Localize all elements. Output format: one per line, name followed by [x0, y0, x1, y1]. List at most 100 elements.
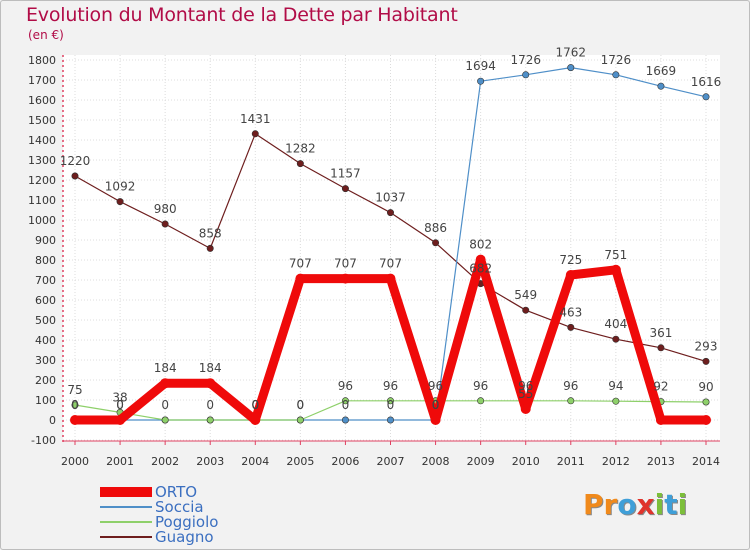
y-tick-label: 1800 [28, 54, 56, 67]
x-tick-label: 2010 [512, 455, 540, 468]
y-tick-label: 400 [35, 334, 56, 347]
point-guagno [612, 335, 620, 343]
point-orto [385, 273, 396, 284]
data-label-guagno: 858 [199, 226, 222, 240]
y-tick-label: 100 [35, 394, 56, 407]
data-label-poggiolo: 94 [608, 379, 623, 393]
data-label-orto: 725 [559, 253, 582, 267]
data-label-orto: 55 [518, 387, 533, 401]
legend-label: Guagno [155, 528, 214, 546]
point-orto [250, 415, 261, 425]
axes: -100010020030040050060070080090010001100… [28, 54, 720, 468]
data-label-orto: 751 [604, 248, 627, 262]
data-label-orto: 0 [251, 398, 259, 412]
data-label-poggiolo: 0 [161, 398, 169, 412]
logo-letter: t [664, 488, 678, 521]
x-tick-label: 2012 [602, 455, 630, 468]
data-label-guagno: 1431 [240, 112, 271, 126]
point-guagno [702, 357, 710, 365]
data-label-poggiolo: 75 [67, 383, 82, 397]
logo-letter: i [677, 488, 688, 521]
point-soccia [477, 77, 485, 85]
point-orto [701, 415, 711, 425]
y-tick-label: 1700 [28, 74, 56, 87]
point-poggiolo [612, 397, 620, 405]
data-label-poggiolo: 96 [563, 379, 578, 393]
chart-title: Evolution du Montant de la Dette par Hab… [26, 4, 458, 26]
y-tick-label: -100 [31, 434, 56, 447]
data-label-orto: 707 [379, 257, 402, 271]
point-poggiolo [567, 397, 575, 405]
data-label-guagno: 1037 [375, 191, 406, 205]
point-orto [475, 254, 486, 265]
y-tick-label: 700 [35, 274, 56, 287]
point-orto [610, 264, 621, 275]
data-label-guagno: 1157 [330, 167, 361, 181]
x-tick-label: 2014 [692, 455, 720, 468]
point-guagno [296, 160, 304, 168]
plot-area [63, 55, 720, 441]
point-poggiolo [477, 397, 485, 405]
data-label-guagno: 980 [154, 202, 177, 216]
legend-label: ORTO [155, 483, 198, 501]
data-label-guagno: 361 [649, 326, 672, 340]
y-tick-label: 1200 [28, 174, 56, 187]
data-label-guagno: 1092 [105, 180, 136, 194]
y-tick-label: 1600 [28, 94, 56, 107]
data-label-soccia: 0 [387, 398, 395, 412]
data-label-guagno: 1282 [285, 142, 316, 156]
data-label-poggiolo: 96 [338, 379, 353, 393]
point-guagno [432, 239, 440, 247]
data-label-orto: 0 [432, 398, 440, 412]
x-tick-label: 2003 [196, 455, 224, 468]
data-label-orto: 707 [334, 257, 357, 271]
legend-item-poggiolo: Poggiolo [100, 513, 218, 531]
point-orto [565, 270, 576, 280]
logo-letter: P [583, 488, 604, 521]
data-label-guagno: 682 [469, 262, 492, 276]
point-poggiolo [386, 397, 394, 405]
grid [63, 55, 720, 441]
point-orto [655, 415, 666, 425]
data-label-guagno: 404 [604, 317, 627, 331]
data-label-poggiolo: 96 [428, 379, 443, 393]
x-tick-label: 2002 [151, 455, 179, 468]
y-tick-label: 1000 [28, 214, 56, 227]
data-label-orto: 707 [289, 257, 312, 271]
data-label-guagno: 549 [514, 288, 537, 302]
legend-label: Soccia [155, 498, 204, 516]
x-tick-label: 2007 [377, 455, 405, 468]
x-tick-label: 2008 [422, 455, 450, 468]
point-guagno [386, 209, 394, 217]
y-tick-label: 300 [35, 354, 56, 367]
point-soccia [567, 64, 575, 72]
legend-swatch [100, 521, 152, 523]
logo-letter: r [603, 488, 618, 521]
data-label-soccia: 1669 [646, 64, 677, 78]
y-tick-label: 1300 [28, 154, 56, 167]
data-label-guagno: 463 [559, 305, 582, 319]
data-labels: 1220 1092 980 858 1431 1282 1157 1037 886 682 549 4… [60, 46, 722, 412]
data-label-poggiolo: 0 [297, 398, 305, 412]
point-soccia [386, 416, 394, 424]
logo-letter: i [654, 488, 665, 521]
data-label-poggiolo: 0 [251, 398, 259, 412]
point-guagno [251, 130, 259, 138]
data-label-soccia: 1694 [465, 59, 496, 73]
point-poggiolo [702, 398, 710, 406]
proxiti-logo: Proxiti [583, 488, 687, 521]
point-poggiolo [161, 416, 169, 424]
x-tick-label: 2005 [286, 455, 314, 468]
point-orto [340, 273, 351, 284]
data-label-soccia: 0 [342, 398, 350, 412]
data-label-poggiolo: 96 [383, 379, 398, 393]
data-label-soccia: 1726 [601, 53, 632, 67]
point-guagno [161, 220, 169, 228]
x-tick-label: 2006 [331, 455, 359, 468]
data-label-poggiolo: 92 [653, 380, 668, 394]
point-poggiolo [341, 397, 349, 405]
y-tick-label: 600 [35, 294, 56, 307]
data-label-soccia: 1726 [510, 53, 541, 67]
logo-letter: x [636, 488, 655, 521]
legend-item-guagno: Guagno [100, 528, 214, 546]
